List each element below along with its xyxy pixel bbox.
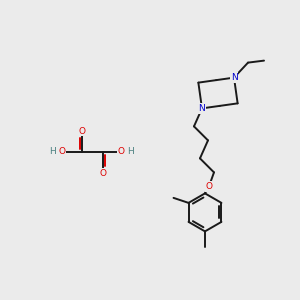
- Text: N: N: [231, 73, 237, 82]
- Text: N: N: [199, 104, 206, 113]
- Text: H: H: [50, 148, 56, 157]
- Text: H: H: [127, 148, 134, 157]
- Text: O: O: [206, 182, 212, 191]
- Text: O: O: [58, 148, 65, 157]
- Text: O: O: [118, 148, 124, 157]
- Text: O: O: [100, 169, 106, 178]
- Text: O: O: [79, 127, 86, 136]
